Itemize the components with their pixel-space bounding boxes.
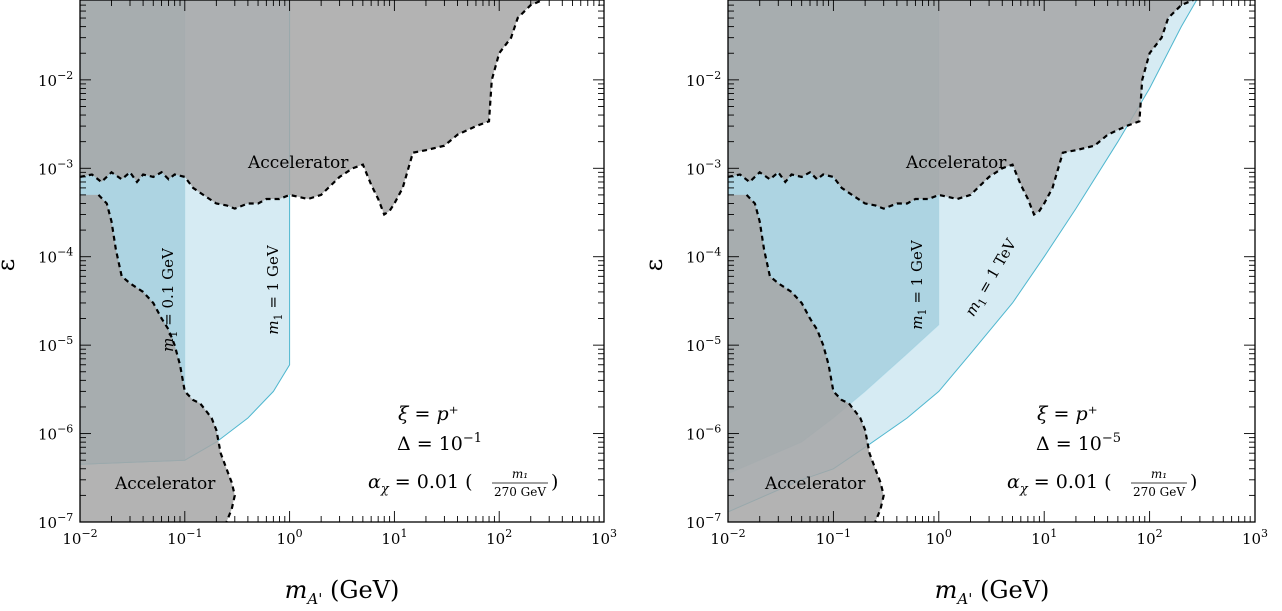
- accelerator-label-top: Accelerator: [247, 153, 349, 173]
- plot-area: [80, 0, 604, 522]
- x-tick-label: 10−1: [816, 527, 851, 548]
- y-axis-label: ε: [0, 259, 20, 271]
- frac-denominator: 270 GeV: [494, 485, 546, 499]
- xi-annotation: ξ = p⁺: [398, 403, 459, 425]
- xi-annotation: ξ = p⁺: [1037, 403, 1098, 425]
- x-tick-label: 101: [1031, 527, 1057, 548]
- x-tick-label: 101: [381, 527, 407, 548]
- frac-numerator: m₁: [1151, 467, 1167, 481]
- x-tick-label: 102: [1137, 527, 1163, 548]
- x-tick-label: 10−1: [167, 527, 202, 548]
- x-tick-label: 103: [591, 527, 617, 548]
- delta-annotation: Δ = 10−5: [1036, 431, 1121, 455]
- x-tick-label: 100: [926, 527, 952, 548]
- y-tick-label: 10−7: [38, 511, 73, 532]
- y-tick-label: 10−3: [38, 157, 73, 178]
- excluded-region-upper: [728, 0, 1255, 215]
- left-panel: 10−2 10−1 100 101 102 103 10−7 10−6 10−5 10−4 10−3…: [0, 0, 617, 608]
- y-tick-label: 10−7: [686, 511, 721, 532]
- x-axis-label: mA' (GeV): [935, 576, 1050, 608]
- accelerator-label-top: Accelerator: [905, 153, 1007, 173]
- excluded-region-lower: [728, 194, 884, 522]
- excluded-region-upper: [80, 0, 604, 215]
- x-tick-label: 100: [277, 527, 303, 548]
- y-tick-label: 10−2: [686, 69, 721, 90]
- accelerator-label-bottom: Accelerator: [114, 474, 216, 494]
- y-tick-label: 10−4: [686, 246, 721, 267]
- right-panel: 10−2 10−1 100 101 102 103 10−7 10−6 10−5 10−4 10−3…: [640, 0, 1268, 608]
- plot-area: [728, 0, 1255, 522]
- x-axis-label: mA' (GeV): [285, 576, 400, 608]
- x-tick-label: 10−2: [710, 527, 745, 548]
- delta-annotation: Δ = 10−1: [397, 431, 482, 455]
- alpha-close-paren: ): [1190, 471, 1197, 493]
- alpha-close-paren: ): [551, 471, 558, 493]
- accelerator-label-bottom: Accelerator: [764, 474, 866, 494]
- x-tick-label: 102: [486, 527, 512, 548]
- y-axis-label: ε: [640, 259, 668, 271]
- y-tick-label: 10−2: [38, 69, 73, 90]
- band-label: m1 = 0.1 GeV: [159, 247, 180, 352]
- alpha-annotation: αχ = 0.01 (: [1007, 471, 1112, 497]
- frac-numerator: m₁: [512, 467, 528, 481]
- y-tick-label: 10−6: [38, 423, 73, 444]
- y-tick-label: 10−3: [686, 157, 721, 178]
- frac-denominator: 270 GeV: [1133, 485, 1185, 499]
- excluded-region-lower: [80, 194, 235, 522]
- y-tick-label: 10−4: [38, 246, 73, 267]
- x-tick-label: 103: [1242, 527, 1268, 548]
- x-tick-label: 10−2: [62, 527, 97, 548]
- alpha-annotation: αχ = 0.01 (: [368, 471, 473, 497]
- y-tick-label: 10−5: [38, 334, 73, 355]
- band-label: m1 = 1 GeV: [264, 244, 285, 335]
- band-label: m1 = 1 GeV: [908, 239, 929, 330]
- y-tick-label: 10−5: [686, 334, 721, 355]
- y-tick-label: 10−6: [686, 423, 721, 444]
